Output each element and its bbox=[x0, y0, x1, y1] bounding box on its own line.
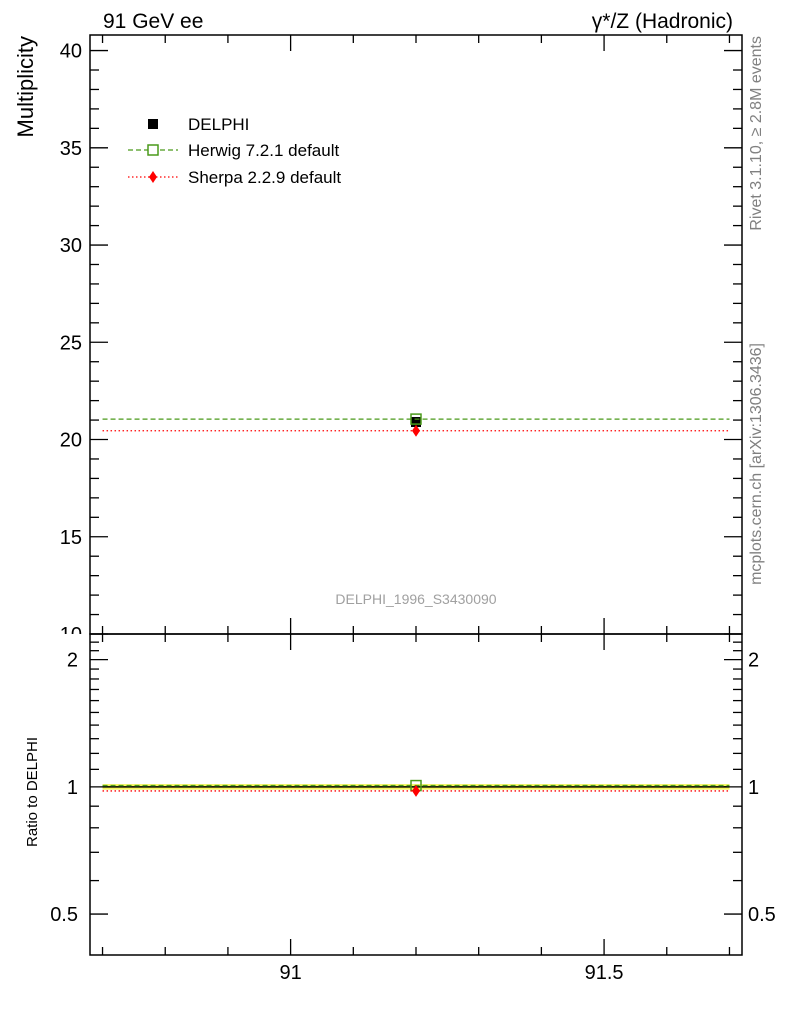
legend-label: Herwig 7.2.1 default bbox=[188, 141, 339, 160]
y-tick-label: 25 bbox=[60, 332, 82, 354]
ratio-y-tick-label: 2 bbox=[67, 650, 78, 672]
legend: DELPHI Herwig 7.2.1 default Sherpa 2.2.9 d… bbox=[128, 115, 341, 187]
legend-delphi-marker bbox=[148, 119, 158, 129]
y-tick-label: 20 bbox=[60, 430, 82, 452]
ratio-y-tick-label: 1 bbox=[67, 777, 78, 799]
title-right: γ*/Z (Hadronic) bbox=[592, 10, 733, 33]
ratio-y-tick-label-right: 1 bbox=[748, 777, 759, 799]
main-ylabel: Multiplicity bbox=[13, 36, 38, 137]
ratio-y-tick-label: 0.5 bbox=[50, 904, 78, 926]
ratio-y-tick-label-right: 2 bbox=[748, 650, 759, 672]
sherpa-marker bbox=[412, 424, 420, 437]
y-tick-label: 15 bbox=[60, 527, 82, 549]
ratio-sherpa-marker bbox=[412, 784, 420, 797]
mcplots-label: mcplots.cern.ch [arXiv:1306.3436] bbox=[748, 343, 765, 585]
title-left: 91 GeV ee bbox=[103, 10, 203, 33]
legend-label: DELPHI bbox=[188, 115, 249, 134]
legend-herwig-marker bbox=[147, 144, 159, 156]
main-panel: 15 20 25 30 35 40 10 bbox=[60, 34, 743, 646]
y-tick-label: 10 bbox=[60, 624, 82, 646]
ratio-panel: 0.5 0.5 1 1 2 2 91 91.5 bbox=[50, 633, 776, 984]
ratio-ylabel: Ratio to DELPHI bbox=[24, 737, 41, 847]
x-tick-label: 91 bbox=[279, 962, 301, 984]
delphi-point bbox=[411, 417, 421, 428]
ratio-y-tick-label-right: 0.5 bbox=[748, 904, 776, 926]
rivet-label: Rivet 3.1.10, ≥ 2.8M events bbox=[748, 36, 765, 231]
legend-sherpa-marker bbox=[149, 171, 157, 183]
y-tick-label: 30 bbox=[60, 235, 82, 257]
analysis-watermark: DELPHI_1996_S3430090 bbox=[335, 591, 496, 607]
y-tick-label: 35 bbox=[60, 138, 82, 160]
legend-label: Sherpa 2.2.9 default bbox=[188, 168, 341, 187]
y-tick-label: 40 bbox=[60, 41, 82, 63]
x-tick-label: 91.5 bbox=[585, 962, 624, 984]
herwig-marker bbox=[410, 413, 422, 425]
